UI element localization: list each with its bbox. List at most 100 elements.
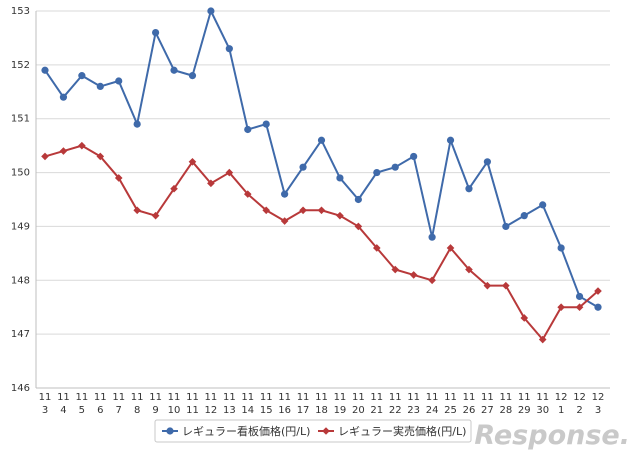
legend: レギュラー看板価格(円/L) レギュラー実売価格(円/L)	[154, 419, 472, 443]
data-point-diamond	[299, 206, 307, 215]
data-point-diamond	[188, 158, 197, 166]
data-point-diamond	[207, 179, 215, 188]
data-point-diamond	[502, 281, 510, 290]
y-tick-label: 146	[11, 383, 30, 394]
data-point-circle	[483, 158, 491, 166]
data-point-circle	[133, 120, 141, 128]
x-tick-month: 11	[205, 392, 218, 403]
x-tick-month: 11	[112, 392, 125, 403]
data-point-diamond	[170, 184, 178, 193]
y-tick-label: 148	[11, 275, 30, 286]
x-tick-month: 11	[186, 392, 199, 403]
data-point-diamond	[446, 244, 455, 252]
data-point-diamond	[317, 206, 326, 215]
data-point-diamond	[520, 314, 529, 322]
legend-box	[154, 419, 472, 443]
x-tick-month: 11	[278, 392, 291, 403]
legend-marker-diamond	[322, 427, 330, 435]
data-point-diamond	[96, 152, 105, 161]
x-tick-day: 25	[444, 405, 457, 416]
data-point-circle	[594, 303, 602, 311]
x-tick-month: 11	[260, 392, 273, 403]
x-tick-day: 19	[334, 405, 347, 416]
data-point-diamond	[538, 335, 547, 344]
x-tick-day: 20	[352, 405, 365, 416]
x-tick-month: 11	[407, 392, 420, 403]
x-tick-day: 18	[315, 405, 328, 416]
x-tick-day: 10	[168, 405, 181, 416]
data-point-circle	[115, 77, 123, 85]
x-tick-month: 11	[481, 392, 494, 403]
data-point-circle	[152, 28, 160, 37]
data-point-diamond	[465, 265, 473, 274]
x-tick-month: 11	[223, 392, 236, 403]
x-tick-day: 23	[407, 405, 420, 416]
data-point-diamond	[575, 303, 584, 312]
x-tick-day: 8	[134, 405, 140, 416]
data-point-circle	[373, 168, 381, 177]
y-tick-label: 151	[11, 114, 30, 125]
data-point-diamond	[373, 244, 381, 252]
data-point-circle	[96, 82, 104, 90]
data-point-diamond	[225, 168, 234, 177]
x-tick-month: 11	[463, 392, 476, 403]
data-point-circle	[428, 233, 436, 241]
data-point-circle	[207, 7, 215, 15]
x-tick-day: 9	[152, 405, 158, 416]
data-point-circle	[557, 244, 565, 252]
x-tick-month: 11	[131, 392, 144, 403]
data-point-circle	[391, 163, 399, 171]
data-point-circle	[317, 136, 326, 144]
data-point-circle	[465, 185, 473, 193]
series-layer	[41, 7, 602, 344]
x-tick-month: 12	[555, 392, 568, 403]
x-tick-month: 11	[57, 392, 70, 403]
x-tick-day: 29	[518, 405, 531, 416]
x-tick-day: 22	[389, 405, 402, 416]
x-tick-day: 24	[426, 405, 439, 416]
data-point-circle	[225, 45, 233, 53]
watermark-logo: Response.	[474, 420, 630, 451]
x-tick-month: 11	[94, 392, 107, 403]
x-tick-day: 3	[42, 405, 48, 416]
data-point-circle	[244, 125, 252, 134]
x-tick-day: 26	[463, 405, 476, 416]
y-axis: 146 147 148 149 150 151 152 153	[11, 6, 30, 394]
x-tick-day: 5	[79, 405, 85, 416]
x-tick-day: 2	[576, 405, 582, 416]
x-tick-day: 16	[278, 405, 291, 416]
y-tick-label: 152	[11, 60, 30, 71]
x-tick-month: 11	[315, 392, 328, 403]
series-line-2	[44, 144, 599, 341]
x-tick-day: 7	[116, 405, 122, 416]
data-point-circle	[354, 195, 362, 204]
x-tick-day: 4	[60, 405, 66, 416]
data-point-diamond	[557, 303, 565, 312]
data-point-circle	[410, 152, 418, 161]
x-tick-day: 30	[536, 405, 549, 416]
x-tick-month: 11	[536, 392, 549, 403]
data-point-circle	[41, 66, 49, 74]
legend-marker-circle	[166, 427, 174, 435]
data-point-diamond	[391, 265, 400, 274]
data-point-circle	[520, 212, 528, 220]
y-tick-label: 149	[11, 221, 30, 232]
x-tick-day: 11	[186, 405, 199, 416]
y-tick-label: 150	[11, 168, 30, 179]
data-point-diamond	[114, 174, 123, 182]
x-tick-day: 6	[97, 405, 103, 416]
x-tick-day: 28	[499, 405, 512, 416]
data-point-circle	[575, 292, 584, 301]
x-tick-month: 12	[592, 392, 605, 403]
data-point-diamond	[428, 276, 436, 285]
x-tick-day: 21	[370, 405, 383, 416]
legend-label: レギュラー実売価格(円/L)	[338, 424, 466, 438]
data-point-circle	[539, 201, 547, 209]
data-point-diamond	[41, 152, 49, 161]
x-tick-month: 11	[444, 392, 457, 403]
data-point-circle	[336, 174, 344, 182]
data-point-diamond	[280, 217, 289, 225]
x-tick-month: 11	[149, 392, 162, 403]
data-point-diamond	[133, 206, 141, 215]
